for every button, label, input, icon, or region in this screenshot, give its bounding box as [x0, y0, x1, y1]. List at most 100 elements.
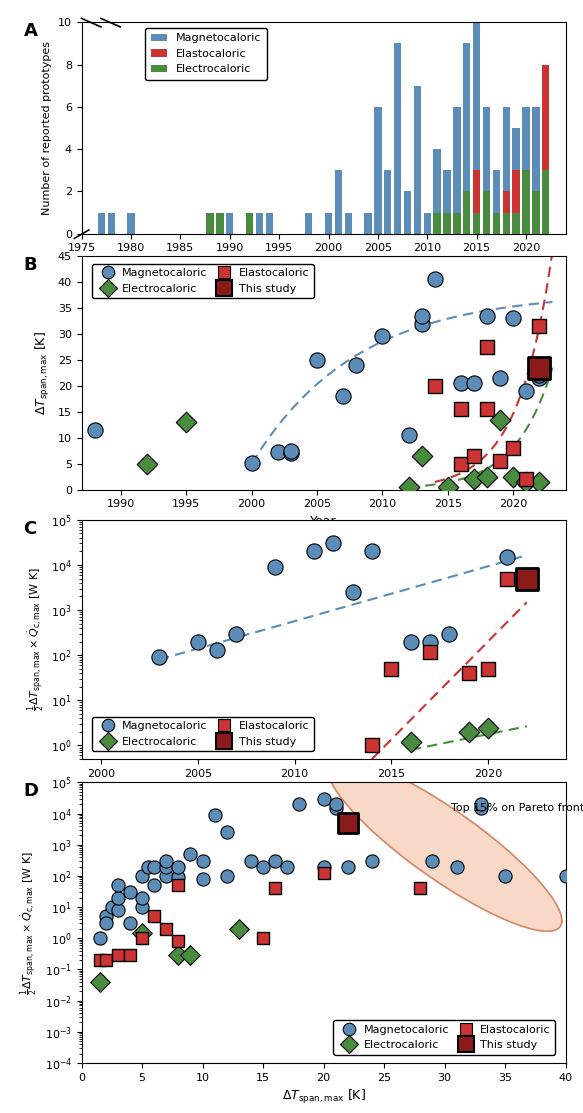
- Point: [161, 920, 171, 938]
- Polygon shape: [327, 758, 562, 932]
- Point: [508, 440, 518, 457]
- Bar: [493, 213, 500, 234]
- Point: [95, 952, 104, 969]
- Point: [482, 307, 491, 325]
- Point: [312, 351, 322, 368]
- Point: [113, 889, 122, 907]
- Point: [404, 479, 413, 496]
- Point: [286, 442, 296, 460]
- Point: [247, 454, 257, 472]
- Point: [101, 952, 111, 969]
- Bar: [483, 191, 490, 234]
- Point: [174, 868, 183, 886]
- Point: [476, 799, 486, 817]
- Bar: [256, 213, 263, 234]
- Bar: [512, 170, 520, 234]
- X-axis label: Year: Year: [310, 259, 337, 272]
- Point: [476, 796, 486, 814]
- Bar: [127, 213, 135, 234]
- Bar: [493, 213, 500, 234]
- Point: [174, 946, 183, 964]
- Point: [271, 558, 280, 575]
- Bar: [424, 213, 431, 234]
- Point: [138, 924, 147, 942]
- Bar: [206, 213, 214, 234]
- Point: [161, 853, 171, 870]
- Point: [222, 867, 231, 885]
- Bar: [433, 213, 441, 234]
- Point: [186, 946, 195, 964]
- Bar: [542, 107, 549, 234]
- Point: [426, 632, 435, 650]
- Point: [154, 649, 164, 667]
- Text: C: C: [23, 520, 37, 538]
- Point: [522, 382, 531, 400]
- Y-axis label: $\frac{1}{2}\Delta T_{\mathrm{span,max}}\times\dot{Q}_{\mathrm{c,max}}$ [W K]: $\frac{1}{2}\Delta T_{\mathrm{span,max}}…: [25, 568, 45, 711]
- Point: [234, 920, 244, 938]
- Bar: [325, 213, 332, 234]
- Point: [348, 583, 357, 601]
- Point: [535, 364, 544, 382]
- Text: D: D: [23, 782, 38, 800]
- Bar: [453, 213, 461, 234]
- Point: [416, 879, 425, 897]
- Bar: [364, 213, 372, 234]
- Point: [535, 317, 544, 335]
- Point: [561, 867, 570, 885]
- Point: [339, 387, 348, 405]
- Point: [319, 865, 328, 883]
- Point: [113, 902, 122, 919]
- Point: [198, 870, 208, 888]
- Text: B: B: [23, 256, 37, 274]
- X-axis label: Year: Year: [310, 515, 337, 528]
- Point: [161, 867, 171, 885]
- Point: [522, 570, 532, 588]
- Point: [535, 358, 544, 376]
- Point: [319, 858, 328, 876]
- Bar: [374, 107, 382, 234]
- Point: [482, 467, 491, 485]
- Y-axis label: Number of reported prototypes: Number of reported prototypes: [43, 41, 52, 215]
- Bar: [483, 213, 490, 234]
- Point: [464, 723, 473, 741]
- Point: [271, 879, 280, 897]
- Point: [508, 309, 518, 327]
- Point: [483, 660, 493, 678]
- Point: [443, 479, 452, 496]
- Point: [107, 898, 117, 916]
- Point: [319, 790, 328, 808]
- Point: [496, 411, 505, 429]
- Point: [482, 401, 491, 418]
- Point: [430, 377, 440, 395]
- Point: [343, 814, 352, 831]
- Point: [113, 946, 122, 964]
- Bar: [404, 191, 411, 234]
- Legend: Magnetocaloric, Electrocaloric, Elastocaloric, This study: Magnetocaloric, Electrocaloric, Elastoca…: [92, 717, 314, 751]
- Point: [387, 660, 396, 678]
- Point: [142, 455, 152, 473]
- Point: [331, 799, 340, 817]
- Bar: [522, 191, 530, 234]
- Point: [149, 907, 159, 925]
- Bar: [463, 191, 470, 234]
- Point: [181, 413, 191, 431]
- Point: [503, 570, 512, 588]
- Point: [143, 858, 153, 876]
- Legend: Magnetocaloric, Electrocaloric, Elastocaloric, This study: Magnetocaloric, Electrocaloric, Elastoca…: [92, 264, 314, 298]
- Point: [343, 814, 352, 831]
- Point: [149, 858, 159, 876]
- Point: [95, 973, 104, 991]
- Point: [286, 444, 296, 462]
- Point: [483, 719, 493, 737]
- Bar: [414, 86, 421, 234]
- Point: [125, 884, 135, 902]
- Bar: [493, 170, 500, 234]
- Point: [456, 374, 466, 392]
- Bar: [483, 107, 490, 234]
- Point: [174, 858, 183, 876]
- Legend: Magnetocaloric, Elastocaloric, Electrocaloric: Magnetocaloric, Elastocaloric, Electroca…: [145, 28, 268, 80]
- Point: [522, 471, 531, 489]
- Bar: [226, 213, 233, 234]
- X-axis label: Year: Year: [310, 785, 337, 797]
- Bar: [532, 191, 540, 234]
